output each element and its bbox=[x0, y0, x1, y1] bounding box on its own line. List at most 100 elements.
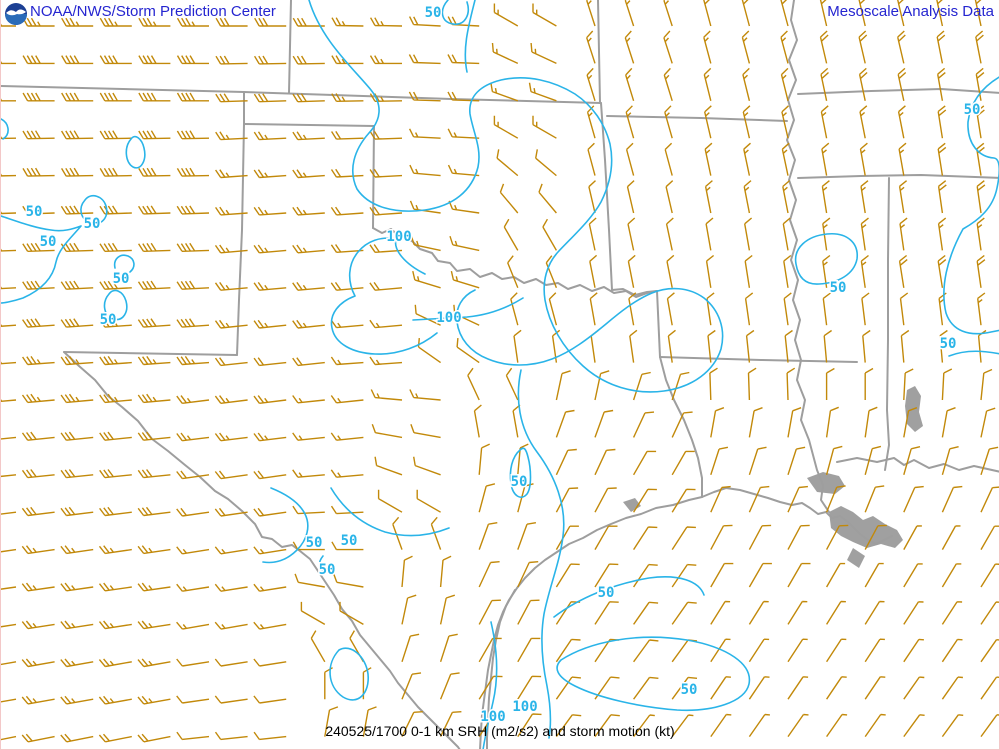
wind-barb bbox=[215, 17, 248, 27]
wind-barb bbox=[324, 667, 333, 700]
border-ks-mo bbox=[597, 0, 601, 104]
wind-barb bbox=[478, 561, 500, 588]
wind-barb bbox=[22, 280, 55, 290]
wind-barb bbox=[499, 183, 519, 214]
wind-barb bbox=[369, 93, 403, 102]
wind-barb bbox=[594, 370, 610, 401]
wind-barb bbox=[99, 242, 132, 252]
contour-right-bottom-arc bbox=[948, 350, 999, 357]
wind-barb bbox=[903, 485, 924, 513]
wind-barb bbox=[478, 599, 501, 625]
wind-barb bbox=[710, 676, 731, 700]
wind-barb bbox=[588, 180, 596, 214]
wind-barb bbox=[214, 281, 248, 291]
wind-barb bbox=[478, 483, 496, 513]
wind-barb bbox=[748, 713, 770, 738]
wind-barb bbox=[899, 292, 909, 326]
wind-barb bbox=[408, 91, 441, 102]
border-mo-ar bbox=[606, 115, 788, 122]
wind-barb bbox=[98, 582, 132, 592]
wind-barb bbox=[665, 217, 674, 251]
wind-barb bbox=[1, 586, 17, 590]
wind-barb bbox=[744, 254, 753, 288]
border-co-ks bbox=[288, 0, 292, 94]
wind-barb bbox=[493, 115, 519, 139]
wind-barb bbox=[99, 431, 132, 441]
wind-barb bbox=[331, 131, 364, 140]
wind-barb bbox=[975, 67, 985, 101]
wind-barb bbox=[138, 205, 171, 215]
wind-barb bbox=[594, 601, 619, 625]
wind-barb bbox=[555, 714, 582, 738]
wind-barb bbox=[137, 733, 171, 743]
border-red-river bbox=[372, 227, 658, 298]
contour-left-edge-arc bbox=[1, 118, 9, 140]
wind-barb bbox=[330, 281, 364, 291]
wind-barb bbox=[61, 92, 94, 102]
wind-barb bbox=[594, 563, 619, 588]
wind-barb bbox=[633, 563, 658, 588]
wind-barb bbox=[22, 242, 55, 252]
border-tx-gulf-coast bbox=[479, 496, 703, 749]
wind-barb bbox=[787, 407, 802, 438]
border-gulf-coast-east bbox=[836, 457, 999, 473]
wind-barb bbox=[138, 92, 171, 102]
wind-barb bbox=[176, 280, 210, 290]
wind-barb bbox=[21, 431, 55, 441]
wind-barb bbox=[748, 407, 763, 438]
wind-barb bbox=[819, 30, 829, 64]
wind-barb bbox=[214, 432, 248, 442]
water-delta-foot bbox=[847, 548, 865, 568]
wind-barb bbox=[787, 446, 806, 476]
wind-barb bbox=[138, 242, 171, 252]
wind-barb bbox=[633, 601, 659, 625]
wind-barb bbox=[214, 621, 248, 630]
wind-barb bbox=[1, 211, 17, 215]
wind-barb bbox=[21, 393, 55, 404]
wind-barb bbox=[864, 562, 884, 588]
wind-barb bbox=[137, 469, 171, 479]
wind-barb bbox=[938, 292, 947, 326]
wind-barb bbox=[456, 338, 480, 364]
wind-barb bbox=[371, 424, 403, 439]
wind-barb bbox=[401, 594, 417, 625]
contour-ms-oval bbox=[794, 233, 858, 285]
wind-barb bbox=[903, 714, 925, 738]
wind-barb bbox=[980, 563, 999, 588]
wind-barb bbox=[586, 30, 596, 64]
wind-barb bbox=[1, 248, 17, 252]
wind-barb bbox=[137, 620, 171, 630]
wind-barb bbox=[671, 676, 698, 700]
wind-barb bbox=[369, 168, 403, 178]
wind-barb bbox=[99, 393, 132, 404]
wind-barb bbox=[417, 338, 442, 364]
wind-barb bbox=[439, 555, 452, 588]
wind-barb bbox=[976, 180, 986, 214]
wind-barb bbox=[253, 131, 287, 141]
wind-barb bbox=[176, 507, 210, 517]
wind-barb bbox=[747, 367, 757, 401]
wind-barb bbox=[628, 292, 637, 326]
contour-label: 50 bbox=[341, 533, 358, 549]
wind-barb bbox=[897, 30, 906, 64]
wind-barb bbox=[453, 304, 480, 326]
wind-barb bbox=[292, 55, 325, 65]
wind-barb bbox=[292, 319, 325, 329]
wind-barb bbox=[99, 469, 132, 479]
wind-barb bbox=[60, 620, 94, 630]
wind-barb bbox=[936, 30, 946, 64]
wind-barb bbox=[21, 506, 55, 517]
wind-barb bbox=[980, 446, 999, 476]
contour-label: 50 bbox=[100, 312, 117, 328]
wind-barb bbox=[292, 93, 325, 103]
wind-barb bbox=[60, 431, 94, 441]
wind-barb bbox=[555, 409, 575, 438]
wind-barb bbox=[292, 244, 325, 254]
wind-barb bbox=[1, 399, 17, 403]
wind-barb bbox=[21, 582, 55, 592]
wind-barb bbox=[671, 563, 697, 588]
wind-barb bbox=[369, 55, 402, 65]
wind-barb bbox=[176, 658, 210, 667]
wind-barb bbox=[782, 217, 791, 251]
